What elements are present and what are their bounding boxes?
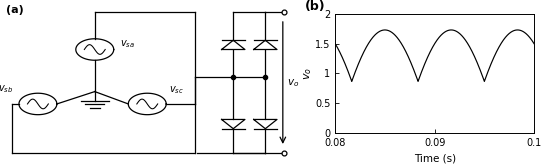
Text: $v_{sc}$: $v_{sc}$ — [169, 84, 184, 96]
Text: (b): (b) — [305, 0, 326, 13]
Text: $v_{sa}$: $v_{sa}$ — [119, 38, 135, 50]
Y-axis label: $v_o$: $v_o$ — [302, 67, 313, 80]
Text: (a): (a) — [6, 5, 23, 15]
X-axis label: Time (s): Time (s) — [414, 153, 456, 163]
Text: $v_{sb}$: $v_{sb}$ — [0, 83, 13, 95]
Text: $v_o$: $v_o$ — [287, 77, 299, 89]
